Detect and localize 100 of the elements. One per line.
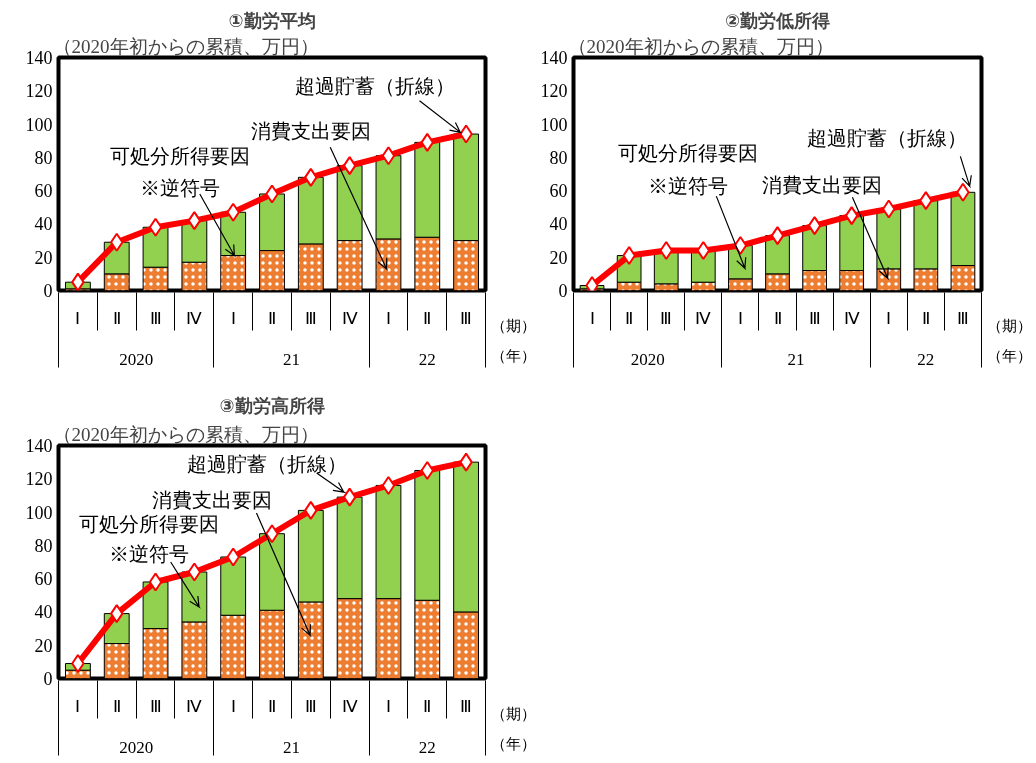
point [265,524,279,544]
x-tick-label: Ⅳ [695,308,712,328]
y-tick-label: 100 [25,114,53,135]
x-tick-label: Ⅲ [660,308,673,328]
x-tick-label: Ⅲ [460,696,473,716]
point [770,226,785,246]
x-tick-label: Ⅰ [589,308,595,328]
point [956,182,970,202]
y-tick-label: 100 [25,502,53,523]
y-tick-label: 20 [34,247,53,268]
point [342,156,357,176]
x-tick-label: Ⅰ [230,308,236,328]
chart-title: ②勤労低所得 [724,9,831,31]
y-axis-title: （2020年初からの累積、万円） [52,36,319,57]
y-tick-label: 80 [34,147,53,168]
y-tick-label: 120 [25,469,53,490]
text: 消費支出要因 [762,173,883,196]
point [226,202,240,222]
x-tick-label: Ⅳ [186,696,203,716]
y-axis-title: （2020年初からの累積、万円） [52,424,319,445]
y-tick-label: 60 [549,181,568,202]
x-axis-title: （期） [491,705,536,723]
x-tick-label: Ⅰ [75,696,81,716]
x-tick-label: Ⅰ [75,308,81,328]
x-axis-title: （期） [491,317,536,335]
x-tick-label: Ⅳ [186,308,203,328]
point [659,241,673,261]
point [882,199,896,219]
point [265,184,279,204]
text: （年） [491,735,536,753]
x-tick-label: Ⅱ [423,696,432,716]
x-axis-title: （期） [987,317,1032,335]
series-label: 可処分所得要因 ※逆符号 [617,141,758,197]
x-tick-label: Ⅰ [385,308,391,328]
y-tick-label: 120 [540,81,568,102]
x-tick-label: Ⅲ [149,696,162,716]
x-tick-label: Ⅱ [921,308,930,328]
y-tick-label: 0 [43,669,53,689]
point [622,246,636,266]
text: 2020 [119,737,154,757]
point [110,604,124,624]
point [696,241,710,261]
y-tick-label: 140 [25,436,53,456]
text: 21 [787,349,805,369]
x-tick-label: Ⅲ [304,308,317,328]
point [420,132,434,152]
text: 2020 [119,349,154,369]
x-tick-label: Ⅱ [268,308,276,328]
text: （年） [987,347,1032,365]
y-axis-title: （2020年初からの累積、万円） [567,36,834,57]
point [420,460,434,480]
point [226,547,240,567]
x-tick-label: Ⅱ [112,696,121,716]
y-tick-label: 60 [34,569,53,590]
y-tick-label: 40 [549,214,568,235]
y-tick-label: 20 [34,635,53,656]
point [342,487,357,507]
y-tick-label: 0 [558,281,568,301]
point [381,146,396,166]
x-tick-label: Ⅲ [808,308,821,328]
y-tick-label: 80 [34,535,53,556]
point [187,562,202,582]
y-tick-label: 20 [549,247,568,268]
text: 22 [917,349,935,369]
x-tick-label: Ⅳ [341,308,358,328]
point [845,206,859,226]
y-tick-label: 120 [25,81,53,102]
point [110,232,124,252]
y-tick-label: 40 [34,602,53,623]
x-tick-label: Ⅲ [956,308,969,328]
point [381,475,396,495]
point [807,216,822,236]
text: 21 [282,349,300,369]
chart-title: ③勤労高所得 [219,394,325,416]
y-tick-label: 40 [34,214,53,235]
x-tick-label: Ⅱ [268,696,276,716]
x-tick-label: Ⅰ [230,696,236,716]
text: 22 [418,737,436,757]
series-label: 超過貯蓄（折線） [186,452,347,475]
series-label: 可処分所得要因 ※逆符号 [79,512,220,565]
text: 21 [282,737,300,757]
point [187,211,202,231]
text: 消費支出要因 [151,489,272,512]
point [148,217,163,237]
y-tick-label: 140 [540,48,568,68]
point [459,452,473,472]
x-tick-label: Ⅲ [304,696,317,716]
text: 消費支出要因 [250,119,371,142]
point [459,124,473,144]
text: （年） [491,347,536,365]
x-tick-label: Ⅳ [341,696,358,716]
point [304,167,318,187]
y-tick-label: 0 [43,281,53,301]
point [304,500,318,520]
x-tick-label: Ⅰ [886,308,892,328]
x-tick-label: Ⅱ [423,308,432,328]
x-tick-label: Ⅰ [385,696,391,716]
x-tick-label: Ⅱ [773,308,782,328]
y-tick-label: 60 [34,181,53,202]
y-tick-label: 140 [25,48,53,68]
